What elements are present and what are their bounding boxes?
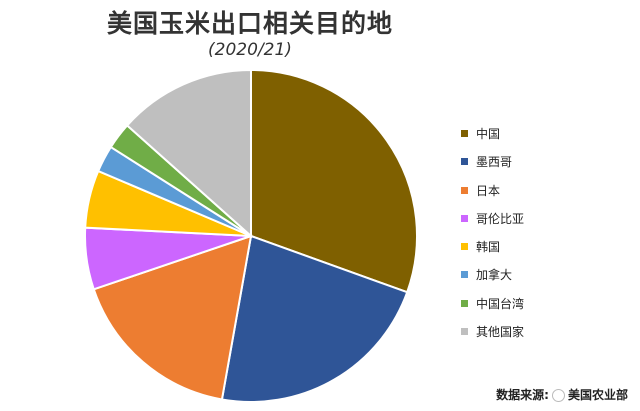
source-prefix: 数据来源: (496, 388, 549, 402)
pie-slice-8 (125, 68, 252, 239)
legend-item: 加拿大 (461, 265, 631, 284)
chart-legend: 中国墨西哥日本哥伦比亚韩国加拿大中国台湾其他国家 (461, 124, 631, 350)
legend-item: 墨西哥 (461, 152, 631, 171)
legend-swatch (461, 299, 468, 307)
legend-label: 其他国家 (476, 325, 525, 340)
legend-item: 其他国家 (461, 322, 631, 341)
legend-label: 加拿大 (476, 268, 513, 283)
chart-title: 美国玉米出口相关目的地 (106, 9, 393, 38)
legend-item: 中国 (461, 124, 631, 143)
legend-label: 墨西哥 (476, 155, 513, 170)
legend-label: 中国台湾 (476, 296, 525, 311)
legend-label: 中国 (476, 127, 501, 141)
watermark-icon (551, 389, 565, 402)
legend-swatch (461, 243, 468, 251)
pie-slice-2 (220, 234, 409, 403)
legend-label: 哥伦比亚 (476, 211, 525, 226)
legend-label: 日本 (476, 183, 501, 198)
source-note: 数据来源: 美国农业部 (496, 386, 628, 403)
legend-swatch (461, 158, 468, 166)
legend-item: 中国台湾 (461, 294, 631, 313)
legend-label: 韩国 (476, 240, 501, 255)
legend-swatch (461, 186, 468, 194)
legend-item: 韩国 (461, 237, 631, 256)
legend-item: 哥伦比亚 (461, 209, 631, 228)
pie-slice-1 (250, 68, 418, 294)
source-name: 美国农业部 (567, 388, 628, 402)
legend-swatch (461, 130, 468, 137)
chart-subtitle: (2020/21) (208, 40, 292, 60)
legend-swatch (461, 271, 468, 279)
legend-item: 日本 (461, 181, 631, 200)
legend-swatch (461, 328, 468, 336)
legend-swatch (461, 214, 468, 222)
